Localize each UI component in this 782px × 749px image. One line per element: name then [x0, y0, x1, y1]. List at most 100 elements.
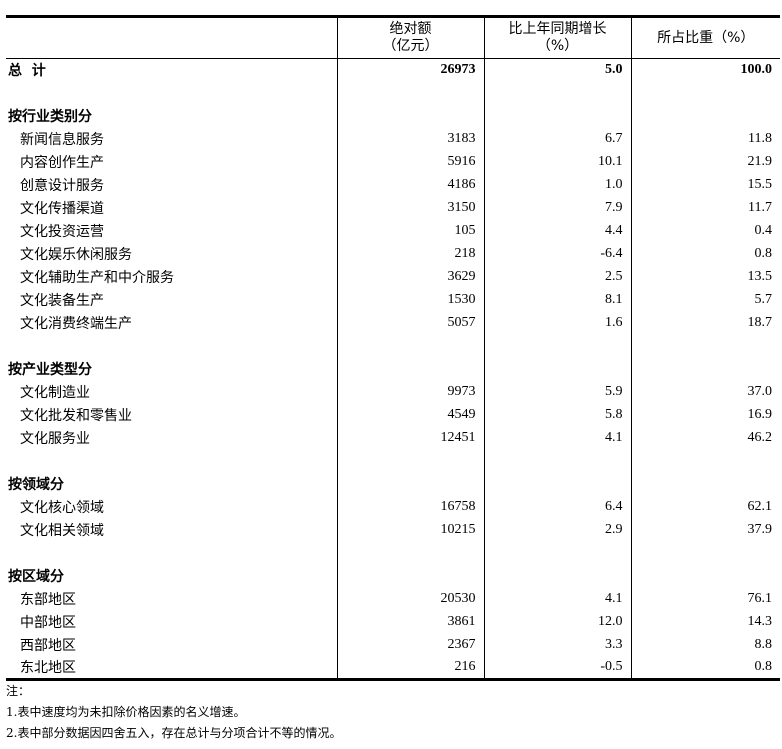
row-share: 16.9 — [630, 403, 780, 427]
row-amount: 16758 — [336, 495, 484, 519]
row-label: 文化相关领域 — [20, 523, 104, 539]
spacer-row — [6, 81, 780, 105]
row-share: 21.9 — [630, 150, 780, 174]
table-row: 西部地区 2367 3.3 8.8 — [6, 633, 780, 657]
row-label: 西部地区 — [20, 638, 76, 654]
row-label: 东部地区 — [20, 592, 76, 608]
table-row: 东北地区 216 -0.5 0.8 — [6, 656, 780, 681]
table-row: 东部地区 20530 4.1 76.1 — [6, 587, 780, 611]
row-share: 11.8 — [630, 127, 780, 151]
row-amount: 1530 — [336, 288, 484, 312]
empty-cell — [630, 357, 780, 381]
row-share: 46.2 — [630, 426, 780, 450]
empty-cell — [630, 564, 780, 588]
row-growth: 7.9 — [483, 196, 631, 220]
row-share: 8.8 — [630, 633, 780, 657]
row-growth: 1.6 — [483, 311, 631, 335]
table-row: 文化制造业 9973 5.9 37.0 — [6, 380, 780, 404]
table-row: 文化相关领域 10215 2.9 37.9 — [6, 518, 780, 542]
row-share: 13.5 — [630, 265, 780, 289]
row-share: 0.8 — [630, 656, 780, 681]
row-label: 文化传播渠道 — [20, 201, 104, 217]
row-share: 37.0 — [630, 380, 780, 404]
notes: 注： 1.表中速度均为未扣除价格因素的名义增速。 2.表中部分数据因四舍五入，存… — [6, 681, 780, 744]
empty-cell — [336, 449, 484, 473]
row-label: 文化服务业 — [20, 431, 90, 447]
row-amount: 20530 — [336, 587, 484, 611]
header-label — [6, 16, 337, 59]
table-row: 文化娱乐休闲服务 218 -6.4 0.8 — [6, 242, 780, 266]
row-label: 中部地区 — [20, 615, 76, 631]
statistics-table-container: 绝对额 （亿元） 比上年同期增长 （%） 所占比重（%） 总 计 26973 5.0… — [6, 15, 780, 744]
empty-cell — [336, 104, 484, 128]
empty-cell — [336, 472, 484, 496]
section-title: 按领域分 — [8, 477, 64, 493]
header-amount: 绝对额 （亿元） — [336, 16, 484, 59]
row-amount: 3629 — [336, 265, 484, 289]
empty-cell — [630, 104, 780, 128]
empty-cell — [336, 564, 484, 588]
empty-cell — [630, 334, 780, 358]
row-label: 新闻信息服务 — [20, 132, 104, 148]
table-row: 新闻信息服务 3183 6.7 11.8 — [6, 127, 780, 151]
empty-cell — [483, 564, 631, 588]
header-growth-line2: （%） — [536, 38, 579, 54]
table-row: 文化传播渠道 3150 7.9 11.7 — [6, 196, 780, 220]
section-header-row: 按产业类型分 — [6, 357, 780, 381]
table-row: 文化辅助生产和中介服务 3629 2.5 13.5 — [6, 265, 780, 289]
row-growth: 5.8 — [483, 403, 631, 427]
empty-cell — [630, 81, 780, 105]
table-row: 文化核心领域 16758 6.4 62.1 — [6, 495, 780, 519]
row-amount: 5057 — [336, 311, 484, 335]
empty-cell — [6, 82, 337, 105]
row-growth: -6.4 — [483, 242, 631, 266]
empty-cell — [336, 357, 484, 381]
row-amount: 5916 — [336, 150, 484, 174]
header-row: 绝对额 （亿元） 比上年同期增长 （%） 所占比重（%） — [6, 16, 780, 59]
header-growth-line1: 比上年同期增长 — [508, 21, 607, 37]
empty-cell — [336, 334, 484, 358]
row-growth: 1.0 — [483, 173, 631, 197]
table-row: 创意设计服务 4186 1.0 15.5 — [6, 173, 780, 197]
empty-cell — [6, 542, 337, 565]
empty-cell — [630, 541, 780, 565]
row-amount: 3183 — [336, 127, 484, 151]
row-amount: 216 — [336, 656, 484, 681]
total-amount: 26973 — [336, 58, 484, 82]
row-label: 文化装备生产 — [20, 293, 104, 309]
table-row: 文化消费终端生产 5057 1.6 18.7 — [6, 311, 780, 335]
section-title: 按产业类型分 — [8, 362, 92, 378]
row-label: 文化消费终端生产 — [20, 316, 132, 332]
statistics-table: 绝对额 （亿元） 比上年同期增长 （%） 所占比重（%） 总 计 26973 5.0… — [6, 15, 780, 681]
row-label: 文化娱乐休闲服务 — [20, 247, 132, 263]
empty-cell — [6, 335, 337, 358]
table-row: 中部地区 3861 12.0 14.3 — [6, 610, 780, 634]
row-label: 东北地区 — [6, 656, 337, 681]
row-growth: -0.5 — [483, 656, 631, 681]
section-title: 按区域分 — [8, 569, 64, 585]
total-share: 100.0 — [630, 58, 780, 82]
section-header-row: 按区域分 — [6, 564, 780, 588]
row-growth: 12.0 — [483, 610, 631, 634]
table-row: 文化投资运营 105 4.4 0.4 — [6, 219, 780, 243]
row-amount: 12451 — [336, 426, 484, 450]
row-label: 内容创作生产 — [20, 155, 104, 171]
notes-title: 注： — [6, 684, 31, 698]
header-amount-line1: 绝对额 — [389, 21, 432, 37]
row-amount: 4186 — [336, 173, 484, 197]
row-share: 11.7 — [630, 196, 780, 220]
row-amount: 9973 — [336, 380, 484, 404]
row-amount: 10215 — [336, 518, 484, 542]
row-amount: 3150 — [336, 196, 484, 220]
row-label: 文化批发和零售业 — [20, 408, 132, 424]
row-label: 文化核心领域 — [20, 500, 104, 516]
row-share: 15.5 — [630, 173, 780, 197]
row-label: 文化投资运营 — [20, 224, 104, 240]
row-growth: 8.1 — [483, 288, 631, 312]
row-label: 文化制造业 — [20, 385, 90, 401]
table-row: 文化批发和零售业 4549 5.8 16.9 — [6, 403, 780, 427]
row-amount: 218 — [336, 242, 484, 266]
empty-cell — [630, 449, 780, 473]
row-share: 5.7 — [630, 288, 780, 312]
row-growth: 3.3 — [483, 633, 631, 657]
